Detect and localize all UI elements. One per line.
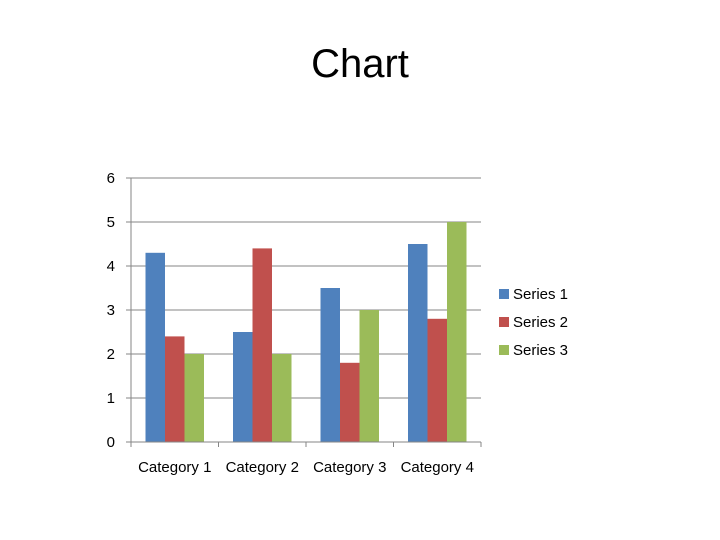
bar-series-1-category-1 [145,252,165,442]
bar-series-2-category-2 [252,248,272,442]
x-tick-label: Category 2 [226,459,299,476]
axes [126,177,482,447]
bar-series-1-category-3 [320,288,340,442]
x-axis-tick-labels: Category 1 Category 2 Category 3 Category 4 [138,459,474,476]
legend-swatch [499,289,509,299]
y-tick-label: 4 [107,258,115,275]
legend-swatch [499,317,509,327]
y-tick-label: 3 [107,302,115,319]
bar-series-3-category-1 [184,354,204,442]
bar-series-3-category-3 [359,310,379,442]
x-tick-label: Category 3 [313,459,386,476]
legend-label: Series 3 [513,342,568,359]
bar-series-2-category-3 [340,362,360,442]
y-tick-label: 1 [107,390,115,407]
y-tick-label: 5 [107,214,115,231]
bar-series-3-category-4 [447,222,467,442]
legend: Series 1 Series 2 Series 3 [499,286,568,359]
x-tick-label: Category 1 [138,459,211,476]
y-tick-label: 2 [107,346,115,363]
bar-series-1-category-2 [233,332,253,442]
bar-series-2-category-4 [427,318,447,442]
slide-title: Chart [311,42,409,86]
y-axis-tick-labels: 0 1 2 3 4 5 6 [107,170,115,451]
bar-series-3-category-2 [272,354,292,442]
bar-series-2-category-1 [165,336,185,442]
legend-swatch [499,345,509,355]
bar-series-group [145,222,467,442]
y-tick-label: 0 [107,434,115,451]
legend-label: Series 1 [513,286,568,303]
x-tick-label: Category 4 [401,459,474,476]
legend-label: Series 2 [513,314,568,331]
bar-series-1-category-4 [408,244,428,442]
y-tick-label: 6 [107,170,115,187]
